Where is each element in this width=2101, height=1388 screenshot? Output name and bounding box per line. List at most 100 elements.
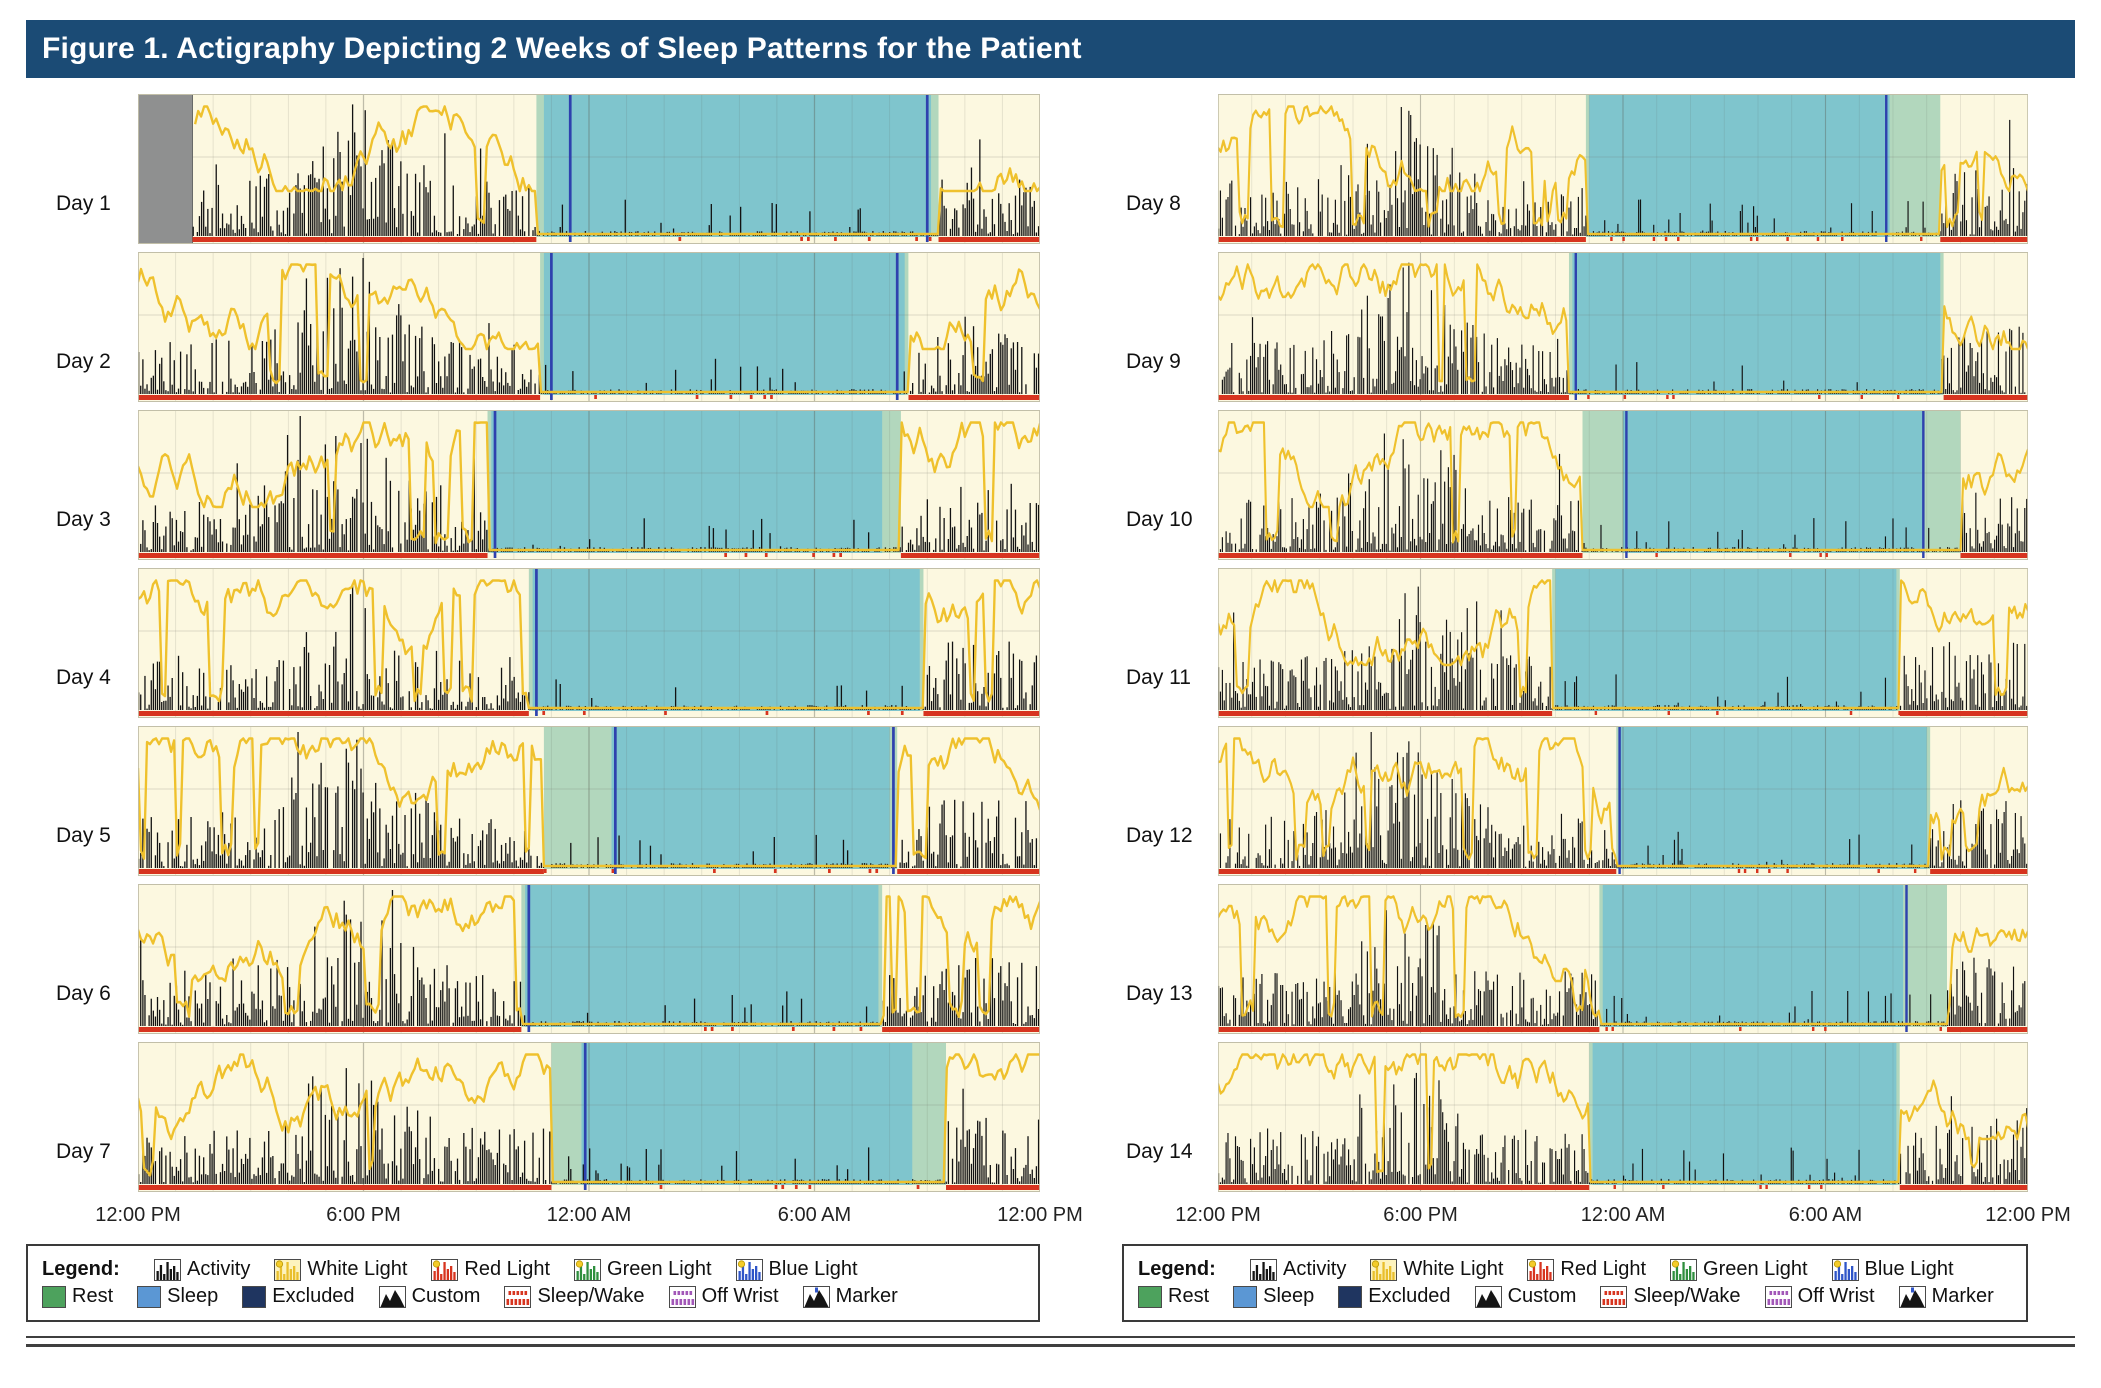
legend-item-sleep-wake: Sleep/Wake bbox=[504, 1285, 645, 1308]
actigraphy-plot bbox=[1218, 726, 2028, 876]
legend-item-excluded: Excluded bbox=[242, 1285, 355, 1308]
legend-item-off-wrist: Off Wrist bbox=[1764, 1285, 1875, 1308]
actigraphy-strip bbox=[1218, 94, 2028, 244]
actigraphy-strip bbox=[1218, 410, 2028, 560]
rest-icon bbox=[1138, 1285, 1162, 1308]
legend-item-custom: Custom bbox=[378, 1285, 481, 1308]
actigraphy-strip bbox=[138, 410, 1040, 560]
legend-label: Sleep bbox=[1263, 1285, 1315, 1307]
legend-label: Marker bbox=[1931, 1285, 1994, 1307]
axis-tick: 6:00 AM bbox=[777, 1204, 852, 1226]
day-label: Day 7 bbox=[56, 1140, 111, 1163]
actigraphy-plot bbox=[1218, 252, 2028, 402]
time-axis-left: 12:00 PM 6:00 PM 12:00 AM 6:00 AM 12:00 PM bbox=[95, 1200, 1083, 1234]
actigraphy-plot bbox=[138, 884, 1040, 1034]
day-row-day-7: Day 7 bbox=[26, 1042, 1040, 1192]
custom-icon bbox=[1474, 1285, 1502, 1308]
legend-label: White Light bbox=[1403, 1258, 1504, 1280]
activity-icon bbox=[154, 1258, 181, 1281]
actigraphy-strip bbox=[138, 94, 1040, 244]
legend-label: Sleep/Wake bbox=[1633, 1285, 1741, 1307]
actigraphy-strip bbox=[1218, 568, 2028, 718]
actigraphy-plot bbox=[138, 1042, 1040, 1192]
actigraphy-plot bbox=[138, 252, 1040, 402]
week-1-column: Day 1 Day 2 Day 3 Day 4 Day 5 Day 6 Day 7 12:0… bbox=[26, 94, 1083, 1322]
figure-body: Day 1 Day 2 Day 3 Day 4 Day 5 Day 6 Day 7 12:0… bbox=[26, 94, 2075, 1322]
red-light-icon bbox=[431, 1258, 459, 1281]
sleep-icon bbox=[1233, 1285, 1258, 1308]
red-light-icon bbox=[1527, 1258, 1555, 1281]
off-wrist-icon bbox=[668, 1285, 696, 1308]
day-row-day-11: Day 11 bbox=[1122, 568, 2028, 718]
green-light-icon bbox=[574, 1258, 602, 1281]
blue-light-icon bbox=[1831, 1258, 1859, 1281]
axis-tick: 6:00 AM bbox=[1788, 1204, 1863, 1226]
axis-tick: 6:00 PM bbox=[1383, 1204, 1458, 1226]
actigraphy-strip bbox=[138, 726, 1040, 876]
axis-tick: 12:00 PM bbox=[1175, 1204, 1261, 1226]
day-row-day-9: Day 9 bbox=[1122, 252, 2028, 402]
actigraphy-plot bbox=[1218, 884, 2028, 1034]
legend-item-blue-light: Blue Light bbox=[1831, 1258, 1954, 1281]
actigraphy-plot bbox=[138, 568, 1040, 718]
legend-label: White Light bbox=[307, 1258, 408, 1280]
day-row-day-1: Day 1 bbox=[26, 94, 1040, 244]
legend-item-green-light: Green Light bbox=[574, 1258, 712, 1281]
day-row-day-2: Day 2 bbox=[26, 252, 1040, 402]
legend-left: Legend: Activity White Light Red Light Green… bbox=[26, 1244, 1040, 1322]
day-label: Day 2 bbox=[56, 350, 111, 373]
actigraphy-plot bbox=[1218, 568, 2028, 718]
legend-label: Sleep bbox=[167, 1285, 219, 1307]
legend-item-sleep: Sleep bbox=[1233, 1285, 1314, 1308]
white-light-icon bbox=[274, 1258, 302, 1281]
day-label: Day 11 bbox=[1126, 666, 1191, 689]
legend-label: Excluded bbox=[1368, 1285, 1451, 1307]
day-row-day-13: Day 13 bbox=[1122, 884, 2028, 1034]
legend-item-green-light: Green Light bbox=[1670, 1258, 1808, 1281]
legend-item-red-light: Red Light bbox=[1527, 1258, 1646, 1281]
green-light-icon bbox=[1670, 1258, 1698, 1281]
legend-item-marker: Marker bbox=[802, 1285, 898, 1308]
legend-item-red-light: Red Light bbox=[431, 1258, 550, 1281]
legend-item-marker: Marker bbox=[1898, 1285, 1994, 1308]
actigraphy-strip bbox=[1218, 726, 2028, 876]
legend-label: Blue Light bbox=[1864, 1258, 1954, 1280]
sleep-icon bbox=[137, 1285, 162, 1308]
legend-label: Activity bbox=[187, 1258, 251, 1280]
legend-label: Red Light bbox=[464, 1258, 551, 1280]
actigraphy-strip bbox=[1218, 1042, 2028, 1192]
axis-tick: 12:00 PM bbox=[997, 1204, 1083, 1226]
axis-tick: 12:00 AM bbox=[546, 1204, 632, 1226]
legend-row-2: Rest Sleep Excluded Custom Sleep/Wake Off Wri… bbox=[1138, 1285, 2012, 1308]
legend-label: Custom bbox=[411, 1285, 481, 1307]
excluded-icon bbox=[1338, 1285, 1363, 1308]
page-bottom-rule bbox=[26, 1336, 2075, 1347]
legend-item-custom: Custom bbox=[1474, 1285, 1576, 1308]
day-label: Day 3 bbox=[56, 508, 111, 531]
day-label: Day 5 bbox=[56, 824, 111, 847]
day-row-day-14: Day 14 bbox=[1122, 1042, 2028, 1192]
custom-icon bbox=[378, 1285, 406, 1308]
day-row-day-4: Day 4 bbox=[26, 568, 1040, 718]
legend-item-rest: Rest bbox=[1138, 1285, 1209, 1308]
actigraphy-plot bbox=[138, 94, 1040, 244]
legend-item-excluded: Excluded bbox=[1338, 1285, 1451, 1308]
actigraphy-strip bbox=[138, 884, 1040, 1034]
white-light-icon bbox=[1370, 1258, 1398, 1281]
legend-right: Legend: Activity White Light Red Light Green… bbox=[1122, 1244, 2028, 1322]
day-row-day-3: Day 3 bbox=[26, 410, 1040, 560]
legend-label: Off Wrist bbox=[1797, 1285, 1875, 1307]
excluded-icon bbox=[242, 1285, 267, 1308]
day-label: Day 12 bbox=[1126, 824, 1193, 847]
legend-label: Green Light bbox=[607, 1258, 712, 1280]
marker-icon bbox=[802, 1285, 830, 1308]
sleep-wake-icon bbox=[504, 1285, 532, 1308]
day-row-day-6: Day 6 bbox=[26, 884, 1040, 1034]
legend-item-white-light: White Light bbox=[1370, 1258, 1503, 1281]
figure-title: Figure 1. Actigraphy Depicting 2 Weeks o… bbox=[42, 32, 1082, 65]
actigraphy-strip bbox=[138, 252, 1040, 402]
legend-label: Marker bbox=[835, 1285, 898, 1307]
day-row-day-10: Day 10 bbox=[1122, 410, 2028, 560]
time-axis-right: 12:00 PM 6:00 PM 12:00 AM 6:00 AM 12:00 PM bbox=[1175, 1200, 2071, 1234]
day-label: Day 9 bbox=[1126, 350, 1181, 373]
